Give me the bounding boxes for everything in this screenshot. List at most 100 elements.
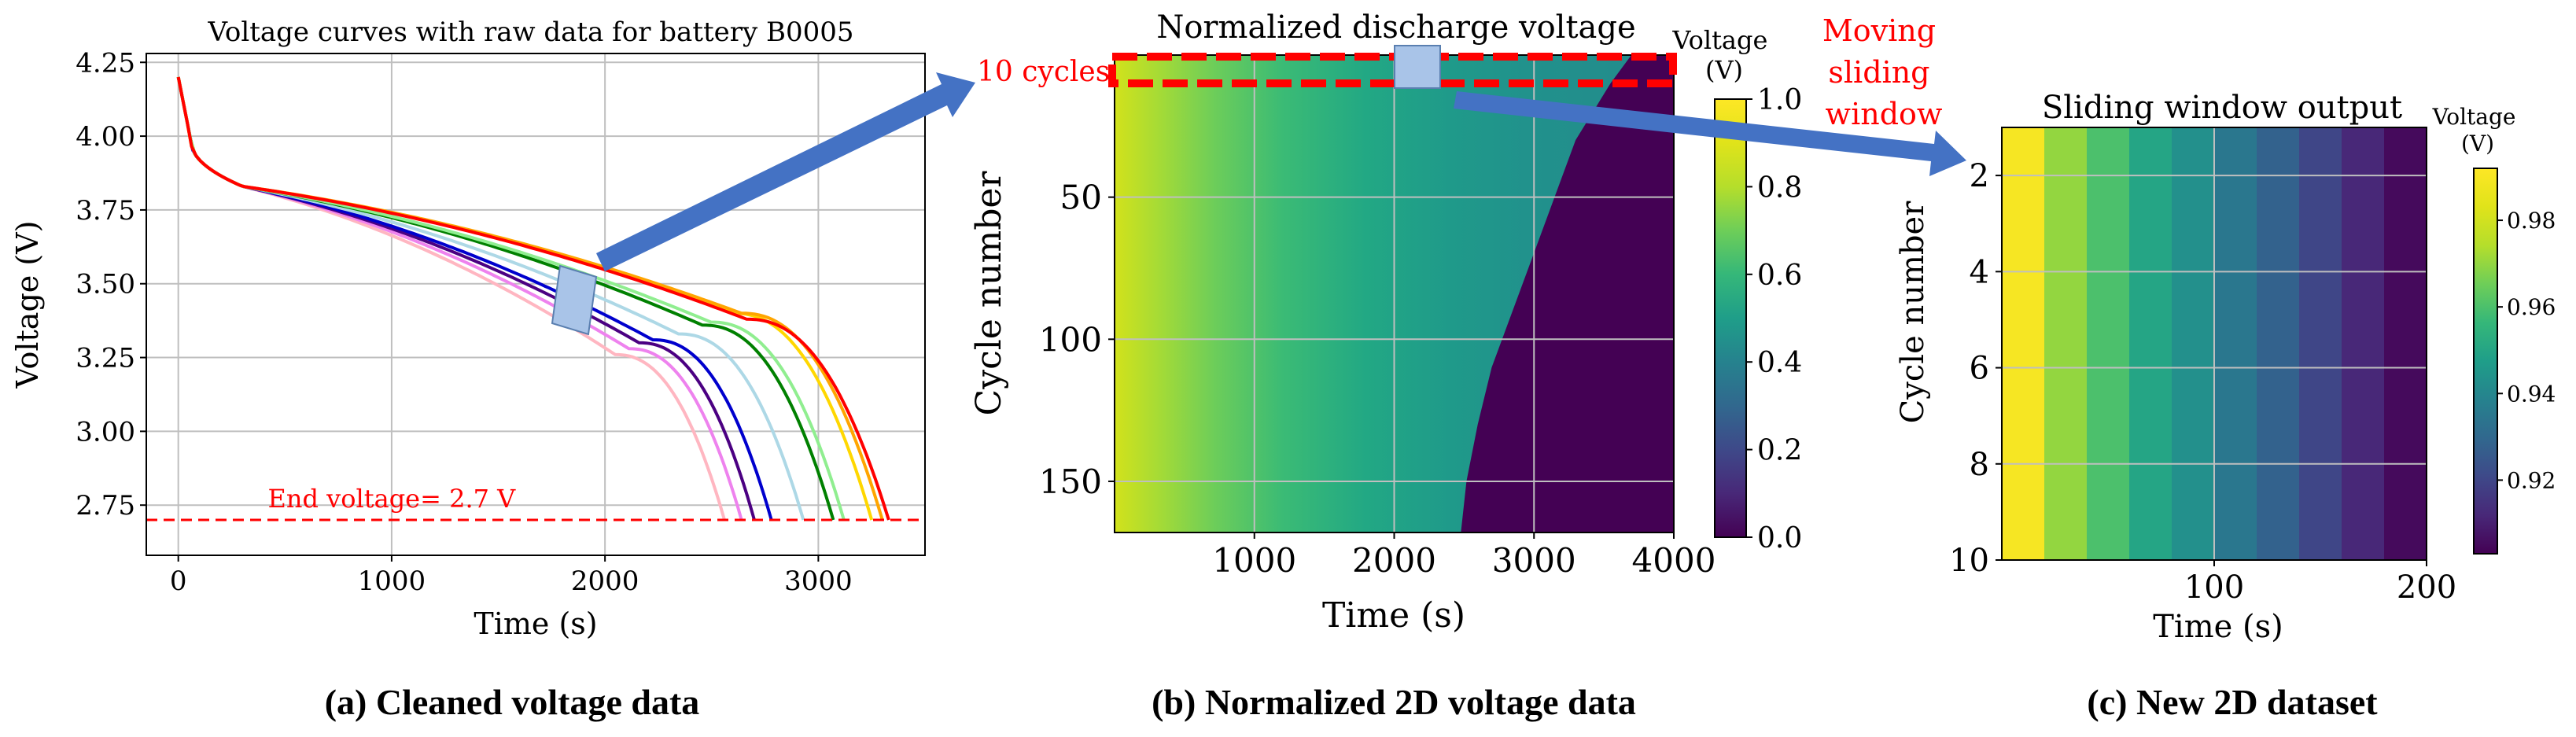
panel-c-y-tick-label: 2 xyxy=(1970,158,1989,194)
panel-c-x-label: Time (s) xyxy=(2153,609,2283,645)
panel-a-x-tick-label: 2000 xyxy=(571,566,639,597)
panel-c-cell xyxy=(2214,127,2257,560)
series-cycle-09 xyxy=(176,76,743,521)
panel-c-y-ticks: 2 4 6 8 10 xyxy=(1949,158,2002,579)
caption-c: (c) New 2D dataset xyxy=(2087,682,2378,722)
panel-a-x-tick-label: 0 xyxy=(170,566,187,597)
panel-a-y-tick-label: 3.25 xyxy=(76,343,135,374)
panel-c-cell xyxy=(2384,127,2427,560)
panel-a-y-tick-label: 3.75 xyxy=(76,195,135,227)
panel-b-colorbar-label-line-1: Voltage xyxy=(1671,25,1767,55)
panel-a-y-label: Voltage (V) xyxy=(10,221,45,389)
panel-a-title: Voltage curves with raw data for battery… xyxy=(207,17,853,48)
panel-c-colorbar-label: Voltage (V) xyxy=(2432,104,2523,157)
panel-b-colorbar-label-line-2: (V) xyxy=(1705,55,1743,85)
panel-b-colorbar-tick-label: 0.2 xyxy=(1757,435,1802,467)
panel-c-cell xyxy=(2299,127,2342,560)
panel-b-colorbar-label: Voltage (V) xyxy=(1671,25,1775,85)
panel-c-colorbar-label-line-2: (V) xyxy=(2461,131,2494,157)
panel-a-window-marker xyxy=(551,264,598,336)
arrow-a-to-b xyxy=(596,72,975,271)
caption-b: (b) Normalized 2D voltage data xyxy=(1152,682,1636,722)
moving-window-line-3: window xyxy=(1826,97,1943,131)
panel-c-grid xyxy=(2002,127,2427,560)
panel-b-colorbar-tick-label: 1.0 xyxy=(1757,84,1802,116)
panel-a-x-tick-label: 1000 xyxy=(358,566,426,597)
panel-b-y-tick-label: 50 xyxy=(1060,179,1102,217)
panel-a-grid xyxy=(146,53,925,555)
panel-b-y-label: Cycle number xyxy=(969,171,1009,416)
panel-c-cells xyxy=(2002,127,2427,560)
panel-b-x-tick-label: 3000 xyxy=(1492,541,1576,580)
panel-c-cell xyxy=(2002,127,2045,560)
panel-a-y-tick-label: 3.00 xyxy=(76,416,135,448)
panel-c-y-tick-label: 8 xyxy=(1970,447,1989,483)
panel-a-y-tick-label: 3.50 xyxy=(76,269,135,300)
panel-b-window-marker xyxy=(1394,45,1441,89)
panel-c-x-ticks: 100 200 xyxy=(2184,560,2456,606)
panel-c-x-tick-label: 100 xyxy=(2184,569,2244,606)
panel-c-y-tick-label: 4 xyxy=(1970,254,1989,290)
series-cycle-08 xyxy=(176,76,756,521)
panel-a-x-ticks: 0 1000 2000 3000 xyxy=(170,555,853,597)
moving-window-line-2: sliding xyxy=(1828,55,1929,90)
ten-cycles-box xyxy=(1108,53,1677,87)
series-cycle-02 xyxy=(176,76,884,521)
panel-a-x-label: Time (s) xyxy=(474,606,597,641)
panel-a-axes-frame xyxy=(146,53,926,556)
panel-a-series-group xyxy=(176,76,890,521)
panel-c-cell xyxy=(2172,127,2215,560)
moving-window-label: Moving sliding window xyxy=(1822,13,1945,131)
panel-b-heatmap: Normalized discharge voltage 1000 2000 300… xyxy=(969,9,1945,636)
panel-c-heatmap: Sliding window output 100 200 2 4 6 8 10 Time… xyxy=(1895,90,2556,645)
panel-b-y-tick-label: 150 xyxy=(1039,462,1102,501)
series-cycle-05 xyxy=(176,76,835,521)
panel-b-x-tick-label: 2000 xyxy=(1352,541,1436,580)
panel-c-colorbar xyxy=(2473,168,2498,555)
panel-a-y-tick-label: 4.00 xyxy=(76,121,135,153)
caption-a: (a) Cleaned voltage data xyxy=(325,682,700,722)
panel-c-y-label: Cycle number xyxy=(1895,201,1931,424)
panel-b-title: Normalized discharge voltage xyxy=(1156,9,1635,46)
panel-b-colorbar-tick-label: 0.0 xyxy=(1757,522,1802,555)
panel-a-x-tick-label: 3000 xyxy=(784,566,853,597)
panel-a-y-tick-label: 4.25 xyxy=(76,47,135,79)
panel-b-x-tick-label: 1000 xyxy=(1212,541,1296,580)
panel-c-title: Sliding window output xyxy=(2042,90,2402,126)
panel-c-colorbar-ticks: 0.92 0.94 0.96 0.98 xyxy=(2497,208,2556,493)
panel-b-x-tick-label: 4000 xyxy=(1632,541,1716,580)
panel-c-cell xyxy=(2342,127,2385,560)
panel-b-colorbar-tick-label: 0.6 xyxy=(1757,260,1802,292)
panel-a-y-ticks: 2.75 3.00 3.25 3.50 3.75 4.00 4.25 xyxy=(76,47,146,521)
ten-cycles-label: 10 cycles xyxy=(977,56,1110,88)
panel-c-colorbar-label-line-1: Voltage xyxy=(2432,104,2516,130)
panel-b-grid xyxy=(1115,55,1674,532)
panel-b-y-ticks: 50 100 150 xyxy=(1039,179,1115,501)
panel-c-cell xyxy=(2129,127,2172,560)
series-cycle-01 xyxy=(176,76,890,521)
series-cycle-06 xyxy=(176,76,805,521)
panel-b-colorbar-tick-label: 0.4 xyxy=(1757,347,1802,379)
panel-c-cell xyxy=(2087,127,2130,560)
moving-window-line-1: Moving xyxy=(1822,13,1936,48)
panel-b-x-label: Time (s) xyxy=(1322,595,1465,636)
panel-c-colorbar-tick-label: 0.92 xyxy=(2507,467,2556,493)
panel-c-y-tick-label: 6 xyxy=(1970,351,1989,387)
end-voltage-label: End voltage= 2.7 V xyxy=(268,484,517,514)
panel-c-colorbar-tick-label: 0.96 xyxy=(2507,294,2556,320)
panel-b-x-ticks: 1000 2000 3000 4000 xyxy=(1212,532,1715,580)
arrow-b-to-c xyxy=(1454,91,1966,176)
panel-a-y-tick-label: 2.75 xyxy=(76,490,135,521)
series-cycle-04 xyxy=(176,76,846,521)
panel-c-cell xyxy=(2044,127,2088,560)
panel-b-colorbar-ticks: 0.0 0.2 0.4 0.6 0.8 1.0 xyxy=(1746,84,1802,555)
panel-c-y-tick-label: 10 xyxy=(1949,543,1989,579)
panel-c-x-tick-label: 200 xyxy=(2397,569,2456,606)
panel-b-colorbar-tick-label: 0.8 xyxy=(1757,171,1802,204)
panel-c-cell xyxy=(2257,127,2300,560)
panel-b-y-tick-label: 100 xyxy=(1039,320,1102,359)
panel-c-colorbar-tick-label: 0.94 xyxy=(2507,381,2556,407)
series-cycle-07 xyxy=(176,76,773,521)
panel-c-colorbar-tick-label: 0.98 xyxy=(2507,208,2556,234)
